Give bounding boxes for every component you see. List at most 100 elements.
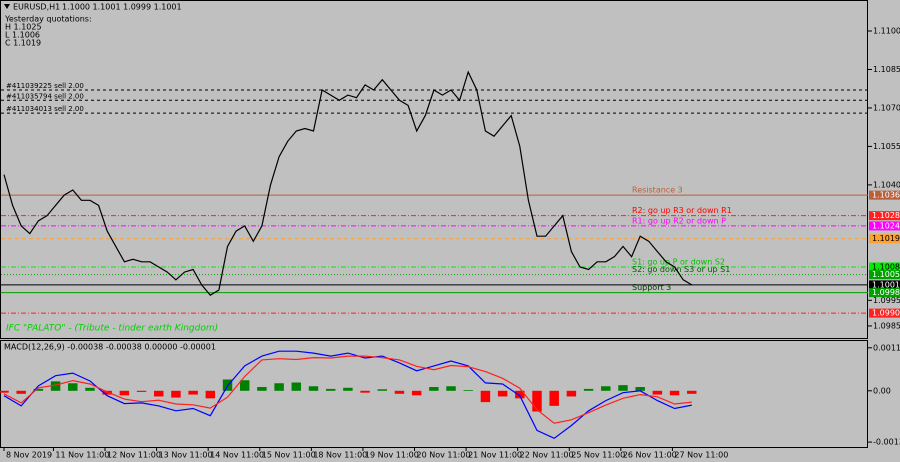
y-tick-label: -0.00136 [873, 438, 900, 447]
histogram-bar [583, 388, 594, 391]
price-tag [869, 234, 900, 244]
price-tag-label: 1.0990 [872, 309, 900, 318]
y-tick-label: 1.1070 [873, 103, 900, 112]
histogram-bar [154, 390, 164, 397]
price-tag [869, 288, 900, 298]
price-tag [869, 270, 900, 280]
x-tick-label: 11 Nov 11:00 [55, 451, 109, 460]
price-tag-label: 1.1024 [872, 221, 900, 230]
histogram-bar [446, 386, 456, 391]
histogram-bar [205, 390, 216, 399]
y-tick-label: 1.1055 [873, 142, 900, 151]
macd-panel [0, 340, 868, 448]
histogram-bar [635, 387, 645, 391]
x-tick-label: 19 Nov 11:00 [365, 451, 419, 460]
histogram-bar [394, 390, 405, 394]
histogram-bar [601, 386, 611, 391]
x-tick-label: 18 Nov 11:00 [313, 451, 367, 460]
histogram-bar [618, 385, 628, 391]
price-panel [0, 0, 868, 339]
x-tick-label: 25 Nov 11:00 [571, 451, 625, 460]
price-tag-label: 1.1028 [872, 211, 900, 220]
x-tick-label: 15 Nov 11:00 [262, 451, 316, 460]
histogram-bar [377, 389, 387, 391]
histogram-bar [360, 390, 370, 393]
histogram-bar [257, 387, 267, 391]
price-tag [869, 221, 900, 231]
quote: 1.1000 1.1001 1.0999 1.1001 [62, 3, 182, 12]
histogram-bar [429, 387, 439, 391]
x-tick-label: 13 Nov 11:00 [159, 451, 213, 460]
price-tag [869, 211, 900, 221]
price-tag [869, 280, 900, 290]
price-tag [869, 308, 900, 318]
x-tick-label: 26 Nov 11:00 [623, 451, 677, 460]
price-tag [869, 190, 900, 200]
histogram-bar [68, 383, 78, 391]
histogram-bar [291, 382, 302, 391]
level-text: Resistance 3 [632, 186, 683, 195]
y-tick-label: 1.1040 [873, 180, 900, 189]
y-tick-label: 1.1100 [873, 27, 900, 36]
macd-title: MACD(12,26,9) -0.00038 -0.00038 0.00000 … [4, 343, 216, 352]
histogram-bar [669, 390, 680, 396]
order-label: #411034013 sell 2.00 [6, 105, 84, 113]
info-line: H 1.1025 [5, 23, 42, 32]
price-tag-label: 1.1005 [872, 270, 900, 279]
histogram-bar [16, 390, 26, 394]
histogram-bar [325, 388, 336, 391]
info-line: C 1.1019 [5, 39, 41, 48]
price-line [3, 70, 693, 296]
histogram-bar [652, 390, 663, 395]
histogram-bar [50, 381, 61, 391]
histogram-bar [411, 390, 422, 396]
price-tag-label: 1.1008 [872, 262, 900, 271]
histogram-bar [0, 390, 9, 393]
x-tick-label: 14 Nov 11:00 [210, 451, 264, 460]
y-tick-label: 1.1085 [873, 65, 900, 74]
histogram-bar [687, 390, 697, 394]
x-tick-label: 12 Nov 11:00 [107, 451, 161, 460]
price-tag [869, 262, 900, 272]
histogram-bar [549, 390, 559, 406]
symbol-icon [4, 4, 10, 9]
order-label: #411039225 sell 2.00 [6, 82, 84, 90]
macd-line [3, 355, 692, 424]
info-line: L 1.1006 [5, 31, 40, 40]
histogram-bar [119, 390, 130, 396]
y-tick-label: 1.0995 [873, 296, 900, 305]
histogram-bar [515, 390, 525, 399]
histogram-bar [102, 390, 112, 395]
histogram-bar [33, 388, 44, 391]
level-text: R1: go up R2 or down P [632, 216, 726, 225]
y-tick-label: 0.00114 [873, 343, 900, 352]
level-text: R2: go up R3 or down R1 [632, 206, 732, 215]
level-text: S1: go up P or down S2 [632, 257, 725, 266]
histogram-bar [188, 390, 198, 395]
price-tag-label: 1.1001 [872, 280, 900, 289]
x-tick-label: 20 Nov 11:00 [417, 451, 471, 460]
histogram-bar [480, 390, 491, 403]
price-tag-label: 1.0998 [872, 288, 900, 297]
x-tick-label: 27 Nov 11:00 [674, 451, 728, 460]
histogram-bar [308, 386, 319, 391]
level-text: Support 3 [632, 283, 671, 292]
histogram-bar [239, 380, 250, 391]
histogram-bar [532, 390, 542, 412]
y-tick-label: 1.0985 [873, 321, 900, 330]
y-tick-label: 0.00 [873, 386, 891, 395]
info-line: Yesterday quotations: [4, 15, 92, 24]
price-tag-label: 1.1036 [872, 191, 900, 200]
histogram-bar [497, 390, 508, 397]
watermark: IFC "PALATO" - (Tribute - tinder earth K… [6, 324, 218, 334]
symbol-title: EURUSD,H1 [13, 3, 60, 12]
histogram-bar [463, 390, 473, 391]
order-label: #411035794 sell 2.00 [6, 92, 84, 100]
histogram-bar [566, 390, 577, 397]
x-tick-label: 22 Nov 11:00 [520, 451, 574, 460]
level-text: S2: go down S3 or up S1 [632, 265, 730, 274]
histogram-bar [136, 390, 147, 392]
macd-line [3, 350, 692, 439]
